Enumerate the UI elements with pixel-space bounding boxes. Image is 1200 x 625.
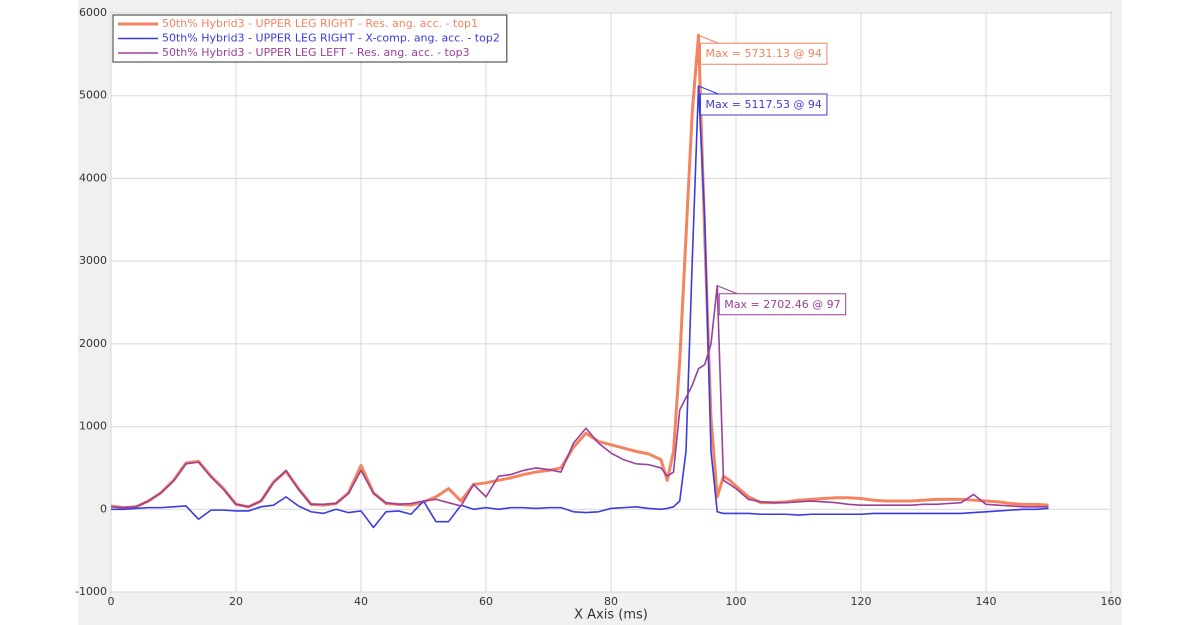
y-tick-label: 2000 — [79, 337, 107, 350]
y-tick-label: 5000 — [79, 89, 107, 102]
annotation-text: Max = 5731.13 @ 94 — [706, 47, 822, 60]
x-tick-label: 0 — [108, 595, 115, 608]
annotation: Max = 2702.46 @ 97 — [717, 285, 847, 316]
annotation-leader — [698, 34, 719, 44]
legend-box — [112, 14, 508, 63]
x-tick-label: 140 — [976, 595, 997, 608]
annotation-box — [700, 42, 828, 65]
y-tick-label: 0 — [100, 502, 107, 515]
x-tick-label: 80 — [604, 595, 618, 608]
x-tick-label: 40 — [354, 595, 368, 608]
annotation-box — [700, 93, 828, 116]
y-tick-label: 4000 — [79, 171, 107, 184]
annotation-box — [718, 293, 847, 316]
x-tick-label: 160 — [1101, 595, 1122, 608]
legend-label: 50th% Hybrid3 - UPPER LEG RIGHT - Res. a… — [162, 17, 478, 30]
x-tick-label: 100 — [726, 595, 747, 608]
series-line — [111, 85, 1049, 529]
legend: 50th% Hybrid3 - UPPER LEG RIGHT - Res. a… — [112, 14, 508, 63]
annotation-leader — [698, 85, 719, 95]
legend-label: 50th% Hybrid3 - UPPER LEG LEFT - Res. an… — [162, 46, 470, 59]
annotation-text: Max = 2702.46 @ 97 — [724, 298, 840, 311]
annotation: Max = 5117.53 @ 94 — [698, 85, 828, 116]
y-tick-label: 1000 — [79, 420, 107, 433]
series-line — [110, 284, 1049, 509]
y-tick-label: 6000 — [79, 6, 107, 19]
annotation-text: Max = 5117.53 @ 94 — [706, 98, 822, 111]
x-axis-label: X Axis (ms) — [574, 608, 648, 623]
y-tick-label: 3000 — [79, 254, 107, 267]
legend-label: 50th% Hybrid3 - UPPER LEG RIGHT - X-comp… — [162, 32, 500, 45]
x-tick-label: 60 — [479, 595, 493, 608]
x-tick-label: 20 — [229, 595, 243, 608]
x-tick-label: 120 — [851, 595, 872, 608]
y-tick-label: -1000 — [75, 585, 107, 598]
annotation-leader — [717, 285, 738, 295]
annotation: Max = 5731.13 @ 94 — [698, 34, 828, 65]
